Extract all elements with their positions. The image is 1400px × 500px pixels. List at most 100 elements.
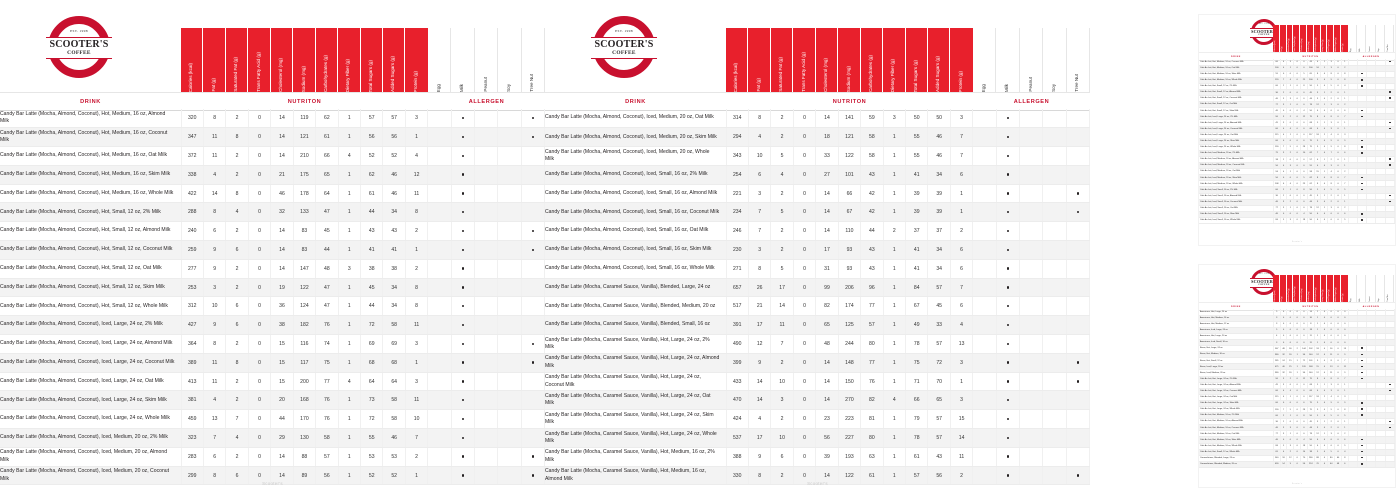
cell-nutrition-value: 1 [1320,382,1329,389]
cell-allergen-marker [427,372,452,392]
cell-nutrition-value: 14 [815,372,839,392]
cell-drink-name: Cafe Au Lait, Iced, Medium, 20 oz, Cocon… [1199,162,1274,170]
cell-allergen-marker [521,259,545,279]
table-row: Americano, Hot, Large, 24 oz 5 0 0 0 0 14 1 0 0 0 0 [1199,309,1395,316]
cell-nutrition-value: 10 [1307,315,1315,322]
cell-nutrition-value: 0 [1334,83,1342,90]
column-header-peanut: Peanut [1366,25,1376,52]
cell-nutrition-value: 66 [838,184,862,204]
cell-allergen-marker [996,315,1021,336]
cell-nutrition-value: 11 [203,127,227,148]
cell-nutrition-value: 0 [1293,430,1302,438]
column-header-tree-nut: Tree Nut [1385,25,1394,52]
cell-nutrition-value: 15 [1286,357,1295,365]
table-row: Candy Bar Latte (Mocha, Almond, Coconut)… [545,127,1090,148]
cell-nutrition-value: 11 [405,315,429,336]
cell-nutrition-value: 8 [748,259,772,279]
cell-allergen-marker [1375,119,1386,127]
cell-nutrition-value: 10 [203,296,227,317]
cell-allergen-marker [497,240,522,260]
table-row: Candy Bar Latte (Mocha, Almond, Coconut)… [0,428,545,448]
cell-allergen-marker [1019,428,1044,448]
cell-allergen-marker [1042,315,1067,336]
cell-nutrition-value: 259 [181,240,204,260]
cell-allergen-marker [1042,390,1067,411]
cell-nutrition-value: 1 [405,240,429,260]
cell-nutrition-value: 3 [1280,199,1288,206]
nutrition-header-block: Calories (kcal) Fat (g) Saturated Fat (g) T… [181,28,428,92]
cell-nutrition-value: 20 [1286,351,1295,359]
cell-allergen-marker [1385,150,1395,158]
allergen-dot-icon [1389,383,1391,386]
cell-allergen-marker [1357,321,1368,328]
cell-nutrition-value: 117 [293,353,317,373]
cell-allergen-marker [972,296,997,317]
cell-nutrition-value: 0 [1334,309,1342,316]
cell-allergen-marker [427,202,452,223]
cell-drink-name: Candy Bar Latte (Mocha, Almond, Coconut)… [545,146,727,166]
cell-nutrition-value: 2 [405,447,429,467]
cell-allergen-marker [1385,400,1395,408]
cell-drink-name: Candy Bar Latte (Mocha, Almond, Coconut)… [0,315,182,336]
cell-nutrition-value: 122 [838,466,862,486]
cell-allergen-marker [1357,315,1368,322]
cell-nutrition-value: 34 [382,278,406,298]
cell-allergen-marker [1385,382,1395,389]
table-row: Cafe Au Lait, Iced, Small, 16 oz, Skim M… [1199,211,1395,218]
allergen-dot-icon [1389,60,1391,62]
cell-allergen-marker [1357,309,1368,316]
cell-allergen-marker [1375,369,1386,377]
cell-nutrition-value: 3 [1327,430,1336,438]
cell-allergen-marker [1019,202,1044,223]
cell-nutrition-value: 4 [1280,59,1288,66]
cell-nutrition-value: 4 [1286,77,1295,84]
cell-nutrition-value: 57 [927,278,951,298]
cell-nutrition-value: 3 [1273,321,1281,328]
cell-nutrition-value: 1 [1293,357,1302,365]
cell-nutrition-value: 45 [1273,119,1281,127]
cell-nutrition-value: 294 [726,127,749,148]
cell-nutrition-value: 323 [181,428,204,448]
cell-allergen-marker [1375,449,1386,456]
allergen-dot-icon [1361,115,1363,118]
cell-allergen-marker [1366,315,1377,322]
cell-nutrition-value: 14 [748,372,772,392]
column-header-carbohydrates-g: Carbohydrates (g) [1314,25,1321,52]
column-header-row-left: Calories (kcal) Fat (g) Saturated Fat (g) T… [181,28,545,92]
cell-allergen-marker [1375,89,1386,97]
page-thumbnail-2[interactable]: EST. 1998 SCOOTER'S COFFEE Calories (kca… [1198,264,1396,488]
cell-nutrition-value: 3 [1327,382,1336,389]
cell-nutrition-value: 9 [1314,406,1322,414]
cell-nutrition-value: 11 [1341,363,1349,371]
cell-allergen-marker [1348,339,1358,347]
cell-nutrition-value: 4 [1286,180,1295,188]
page-thumbnail-1[interactable]: EST. 1998 SCOOTER'S COFFEE Calories (kca… [1198,14,1396,246]
cell-allergen-marker [1375,424,1386,432]
cell-allergen-marker [1375,321,1386,328]
cell-nutrition-value: 7 [1341,376,1349,383]
cell-nutrition-value: 5 [1314,382,1322,389]
cell-allergen-marker [1375,455,1386,462]
cell-allergen-marker [451,296,476,317]
cell-nutrition-value: 0 [1300,156,1308,164]
cell-drink-name: Candy Bar Latte (Mocha, Almond, Coconut)… [0,259,182,279]
group-label-allergen: ALLERGEN [1013,98,1050,105]
table-row: Cafe Au Lait, Hot, Small, 12 oz, 2% Milk… [1199,83,1395,90]
cell-allergen-marker [1385,357,1395,365]
cell-allergen-marker [1375,461,1386,468]
cell-allergen-marker [972,127,997,148]
allergen-dot-icon [461,286,465,289]
cell-nutrition-value: 12 [1314,369,1322,377]
cell-nutrition-value: 6 [1327,436,1336,444]
cell-nutrition-value: 0 [1293,205,1302,212]
cell-nutrition-value: 1 [1320,205,1329,212]
cell-nutrition-value: 0 [1320,138,1329,145]
cell-allergen-marker [972,221,997,242]
cell-nutrition-value: 288 [181,202,204,223]
cell-allergen-marker [1357,186,1368,194]
cell-nutrition-value: 2 [770,127,794,148]
cell-allergen-marker [497,184,522,204]
cell-nutrition-value: 0 [1334,339,1342,347]
cell-allergen-marker [1042,353,1067,373]
cell-nutrition-value: 53 [382,447,406,467]
